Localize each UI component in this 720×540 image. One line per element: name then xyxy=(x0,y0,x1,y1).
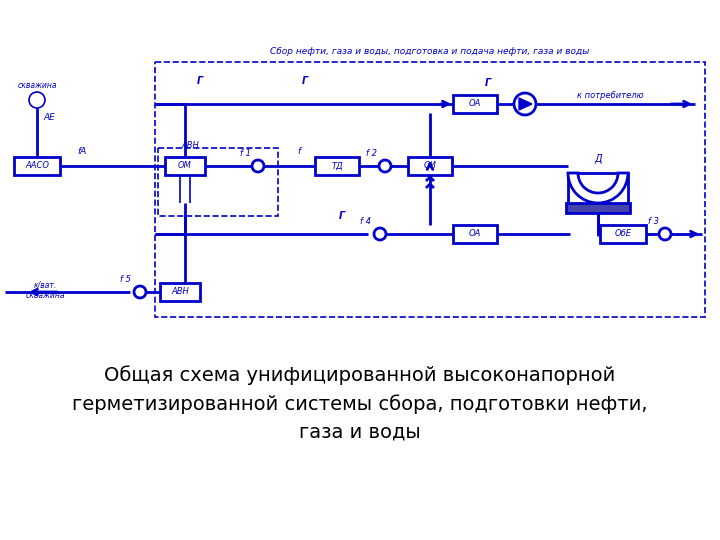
Bar xyxy=(600,225,646,243)
Bar xyxy=(160,283,200,301)
Bar xyxy=(408,157,452,175)
Text: f 1: f 1 xyxy=(240,150,251,159)
Text: Г: Г xyxy=(339,211,345,221)
Text: f: f xyxy=(297,147,300,157)
Bar xyxy=(14,157,60,175)
Bar xyxy=(453,225,497,243)
Text: Общая схема унифицированной высоконапорной
герметизированной системы сбора, подг: Общая схема унифицированной высоконапорн… xyxy=(72,365,648,442)
Text: АЕ: АЕ xyxy=(43,113,55,123)
Bar xyxy=(315,157,359,175)
Text: Г: Г xyxy=(197,76,203,86)
Text: к потребителю: к потребителю xyxy=(577,91,643,99)
Circle shape xyxy=(134,286,146,298)
Text: АВН: АВН xyxy=(181,140,199,150)
Circle shape xyxy=(29,92,45,108)
Bar xyxy=(453,95,497,113)
Text: Сбор нефти, газа и воды, подготовка и подача нефти, газа и воды: Сбор нефти, газа и воды, подготовка и по… xyxy=(270,48,590,57)
Polygon shape xyxy=(519,98,532,110)
Text: ОА: ОА xyxy=(469,230,481,239)
Text: ОбЕ: ОбЕ xyxy=(614,230,631,239)
Text: скважина: скважина xyxy=(17,82,57,91)
Text: к/ват.: к/ват. xyxy=(33,280,57,289)
Text: Д: Д xyxy=(594,154,602,164)
Bar xyxy=(568,173,628,203)
Text: скважина: скважина xyxy=(25,291,65,300)
Bar xyxy=(566,203,630,213)
Circle shape xyxy=(252,160,264,172)
Text: Г: Г xyxy=(485,78,491,88)
Circle shape xyxy=(659,228,671,240)
Circle shape xyxy=(379,160,391,172)
Text: f 4: f 4 xyxy=(361,218,372,226)
Wedge shape xyxy=(568,173,628,203)
Text: АВН: АВН xyxy=(171,287,189,296)
Text: f 2: f 2 xyxy=(366,150,377,159)
Text: Г: Г xyxy=(302,76,308,86)
Text: f 5: f 5 xyxy=(120,275,132,285)
Text: ОИ: ОИ xyxy=(423,161,436,171)
Text: f 3: f 3 xyxy=(647,218,659,226)
Bar xyxy=(155,62,705,317)
Text: ОА: ОА xyxy=(469,99,481,109)
Bar xyxy=(165,157,205,175)
Circle shape xyxy=(374,228,386,240)
Text: fА: fА xyxy=(77,147,86,157)
Circle shape xyxy=(514,93,536,115)
Text: ААСО: ААСО xyxy=(25,161,49,171)
Text: ОМ: ОМ xyxy=(178,161,192,171)
Bar xyxy=(158,148,278,216)
Text: ТД: ТД xyxy=(331,161,343,171)
